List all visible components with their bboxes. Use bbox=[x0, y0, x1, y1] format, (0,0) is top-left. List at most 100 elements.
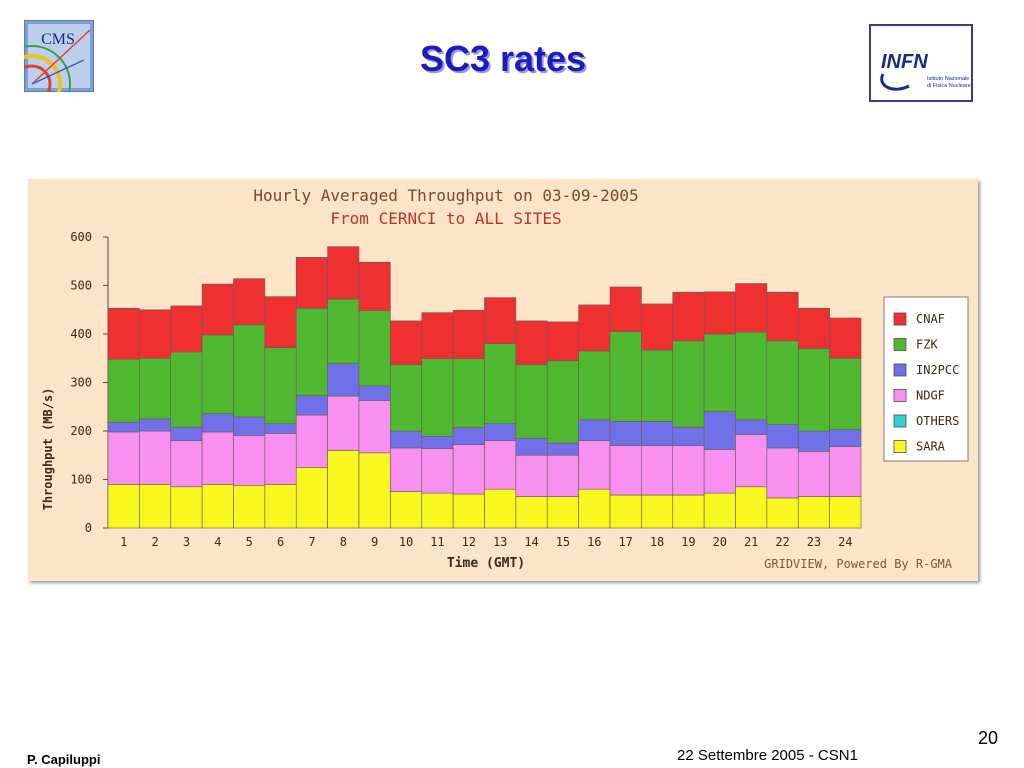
legend-swatch-fzk bbox=[893, 338, 907, 351]
chart-title: Hourly Averaged Throughput on 03-09-2005 bbox=[253, 186, 638, 205]
bar-segment-ndgf bbox=[107, 431, 140, 485]
x-tick-label: 19 bbox=[681, 535, 695, 549]
bar-segment-fzk bbox=[578, 350, 611, 421]
x-tick-label: 22 bbox=[775, 535, 789, 549]
bar-segment-cnaf bbox=[139, 309, 172, 359]
bar-segment-sara bbox=[578, 488, 611, 529]
bar-segment-fzk bbox=[170, 351, 203, 428]
bar-segment-in2pcc bbox=[641, 421, 674, 446]
bar-segment-cnaf bbox=[421, 312, 454, 360]
footer-date: 22 Settembre 2005 - CSN1 bbox=[677, 747, 858, 764]
bar-segment-sara bbox=[295, 467, 328, 529]
y-axis-label: Throughput (MB/s) bbox=[41, 388, 55, 511]
bar-segment-ndgf bbox=[672, 445, 705, 496]
chart-svg: Hourly Averaged Throughput on 03-09-2005… bbox=[28, 179, 978, 581]
bar-segment-in2pcc bbox=[703, 411, 736, 450]
bar-segment-fzk bbox=[264, 347, 297, 425]
bar-segment-cnaf bbox=[829, 317, 862, 359]
bar-segment-sara bbox=[829, 496, 862, 529]
chart-legend: CNAF FZK IN2PCC NDGF OTHERS SARA bbox=[883, 296, 969, 462]
x-tick-label: 15 bbox=[556, 535, 570, 549]
bar-segment-in2pcc bbox=[264, 423, 297, 434]
bar-segment-cnaf bbox=[327, 246, 360, 300]
bar-segment-fzk bbox=[421, 358, 454, 437]
x-tick-label: 23 bbox=[807, 535, 821, 549]
bar-segment-ndgf bbox=[546, 454, 579, 497]
bar-segment-fzk bbox=[797, 348, 830, 432]
bar-segment-fzk bbox=[390, 364, 423, 432]
bar-segment-in2pcc bbox=[515, 437, 548, 456]
infn-logo-subtext-2: di Fisica Nucleare bbox=[927, 83, 971, 89]
infn-logo-text: INFN bbox=[881, 51, 928, 73]
bar-segment-sara bbox=[264, 484, 297, 529]
bar-segment-in2pcc bbox=[829, 429, 862, 447]
bar-segment-ndgf bbox=[703, 449, 736, 494]
bar-segment-fzk bbox=[233, 324, 266, 418]
bar-segment-ndgf bbox=[641, 445, 674, 496]
bar-segment-cnaf bbox=[390, 320, 423, 365]
bar-segment-sara bbox=[233, 485, 266, 529]
x-tick-label: 6 bbox=[277, 535, 284, 549]
x-tick-label: 9 bbox=[371, 535, 378, 549]
bar-segment-ndgf bbox=[609, 445, 642, 496]
bar-segment-sara bbox=[452, 493, 485, 529]
bar-segment-in2pcc bbox=[170, 426, 203, 441]
slide-title: SC3 rates bbox=[419, 38, 587, 79]
bar-segment-cnaf bbox=[170, 305, 203, 353]
legend-swatch-others bbox=[893, 414, 907, 428]
chart-subtitle: From CERNCI to ALL SITES bbox=[330, 209, 561, 228]
x-tick-label: 10 bbox=[399, 535, 413, 549]
bar-segment-sara bbox=[672, 494, 705, 529]
x-tick-label: 17 bbox=[618, 535, 632, 549]
bar-segment-cnaf bbox=[484, 297, 517, 345]
x-tick-label: 11 bbox=[430, 535, 444, 549]
bar-segment-in2pcc bbox=[672, 426, 705, 446]
bar-segment-in2pcc bbox=[452, 427, 485, 445]
bar-segment-in2pcc bbox=[201, 413, 234, 433]
bar-segment-fzk bbox=[546, 360, 579, 444]
legend-label-ndgf: NDGF bbox=[916, 389, 945, 403]
x-tick-label: 20 bbox=[713, 535, 727, 549]
bar-segment-ndgf bbox=[201, 431, 234, 485]
bar-segment-cnaf bbox=[515, 320, 548, 365]
y-tick-label: 200 bbox=[70, 424, 92, 438]
bar-segment-ndgf bbox=[295, 414, 328, 468]
bar-segment-ndgf bbox=[452, 444, 485, 495]
x-tick-label: 2 bbox=[151, 535, 158, 549]
bar-segment-sara bbox=[515, 496, 548, 529]
x-tick-label: 3 bbox=[183, 535, 190, 549]
bar-segment-cnaf bbox=[641, 303, 674, 351]
x-tick-label: 8 bbox=[340, 535, 347, 549]
bar-segment-fzk bbox=[327, 298, 360, 364]
bar-segment-sara bbox=[390, 491, 423, 529]
bar-segment-fzk bbox=[703, 333, 736, 412]
cms-logo: CMS bbox=[24, 20, 94, 92]
bar-segment-fzk bbox=[766, 340, 799, 425]
bar-segment-fzk bbox=[201, 334, 234, 414]
bar-segment-sara bbox=[546, 496, 579, 529]
x-tick-label: 12 bbox=[462, 535, 476, 549]
x-tick-label: 5 bbox=[246, 535, 253, 549]
bar-segment-ndgf bbox=[421, 448, 454, 494]
bar-segment-fzk bbox=[358, 310, 391, 387]
x-tick-label: 24 bbox=[838, 535, 852, 549]
bar-segment-cnaf bbox=[735, 283, 768, 333]
bar-segment-fzk bbox=[641, 349, 674, 422]
bar-segment-ndgf bbox=[358, 400, 391, 454]
bar-segment-ndgf bbox=[327, 395, 360, 451]
bar-segment-cnaf bbox=[546, 321, 579, 361]
x-tick-label: 7 bbox=[308, 535, 315, 549]
bar-segment-ndgf bbox=[578, 440, 611, 490]
bar-segment-cnaf bbox=[672, 291, 705, 342]
bar-segment-ndgf bbox=[797, 451, 830, 497]
x-tick-label: 21 bbox=[744, 535, 758, 549]
bar-segment-fzk bbox=[139, 357, 172, 420]
x-tick-label: 18 bbox=[650, 535, 664, 549]
bar-segment-in2pcc bbox=[421, 436, 454, 449]
bar-segment-ndgf bbox=[766, 447, 799, 499]
legend-swatch-in2pcc bbox=[893, 363, 907, 377]
infn-logo-subtext-1: Istituto Nazionale bbox=[927, 76, 969, 82]
infn-logo: INFN Istituto Nazionale di Fisica Nuclea… bbox=[869, 24, 973, 102]
bar-segment-cnaf bbox=[797, 307, 830, 349]
bar-segment-fzk bbox=[609, 331, 642, 422]
